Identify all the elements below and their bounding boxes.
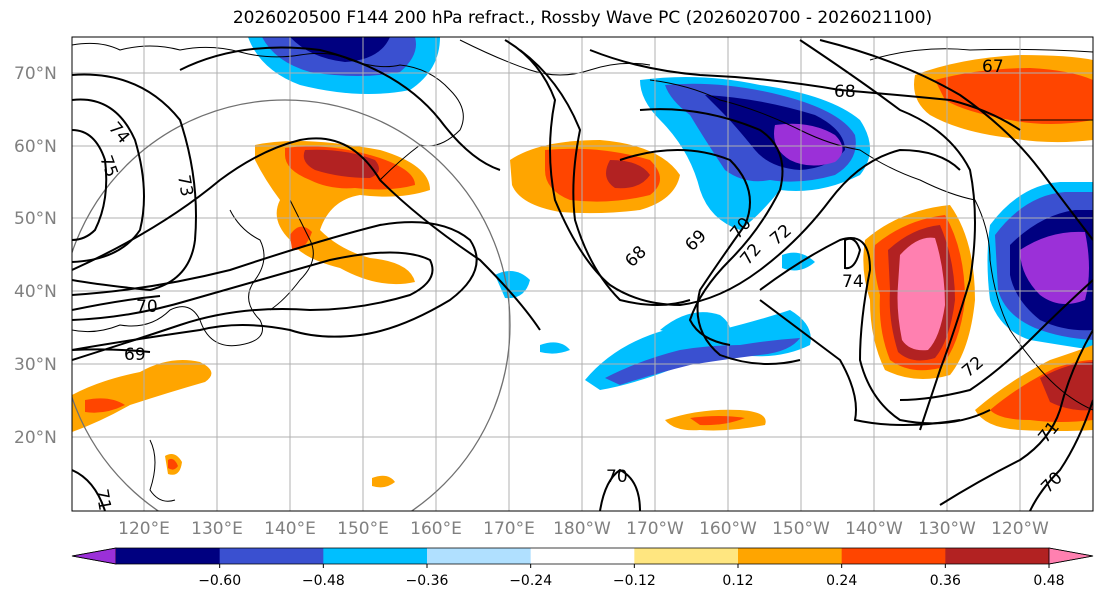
latitude-labels: 70°N 60°N 50°N 40°N 30°N 20°N: [14, 64, 57, 448]
map-layers: [72, 37, 1093, 511]
lon-label: 150°W: [772, 519, 830, 539]
map-title: 2026020500 F144 200 hPa refract., Rossby…: [232, 8, 933, 28]
colorbar-swatch: [323, 548, 428, 564]
colorbar-swatch: [841, 548, 946, 564]
colorbar-swatch: [116, 548, 221, 564]
radius-circle: [72, 99, 511, 511]
lon-label: 160°W: [699, 519, 757, 539]
lon-label: 140°E: [264, 519, 316, 539]
contour-label: 67: [982, 57, 1004, 77]
colorbar-swatch: [738, 548, 843, 564]
colorbar: −0.60 −0.48 −0.36 −0.24 −0.12 0.12 0.24 0.36 0.4…: [71, 547, 1094, 589]
lat-label: 20°N: [14, 428, 57, 448]
contour-label: 68: [834, 82, 856, 102]
lat-label: 70°N: [14, 64, 57, 84]
contour-label: 70: [606, 467, 628, 487]
colorbar-tick-label: 0.24: [826, 573, 857, 589]
lon-label: 130°E: [191, 519, 243, 539]
map-border: [71, 36, 1094, 512]
colorbar-ticks: −0.60 −0.48 −0.36 −0.24 −0.12 0.12 0.24 0.36 0.4…: [198, 564, 1065, 589]
colorbar-tick-label: 0.48: [1033, 573, 1064, 589]
contour-label: 74: [842, 272, 864, 292]
contour-label: 69: [124, 345, 146, 365]
colorbar-tick-label: −0.60: [198, 573, 241, 589]
lon-label: 130°W: [918, 519, 976, 539]
contour-label: 71: [91, 487, 114, 512]
colorbar-tick-label: −0.36: [406, 573, 449, 589]
contour-label: 70: [136, 297, 158, 317]
colorbar-swatch: [71, 547, 117, 565]
lon-label: 150°E: [337, 519, 389, 539]
colorbar-frame: [71, 547, 1094, 565]
colorbar-swatch: [427, 548, 532, 564]
colorbar-swatches: [71, 547, 1094, 565]
lon-label: 140°W: [845, 519, 903, 539]
longitude-labels: 120°E 130°E 140°E 150°E 160°E 170°E 180°…: [118, 519, 1049, 539]
colorbar-swatch: [219, 548, 324, 564]
colorbar-swatch: [530, 548, 635, 564]
colorbar-swatch: [1048, 547, 1094, 565]
lon-label: 170°E: [483, 519, 535, 539]
colorbar-tick-label: 0.12: [722, 573, 753, 589]
lat-label: 30°N: [14, 355, 57, 375]
colorbar-tick-label: −0.48: [302, 573, 345, 589]
lon-label: 120°E: [118, 519, 170, 539]
colorbar-tick-label: −0.24: [509, 573, 552, 589]
lon-label: 170°W: [626, 519, 684, 539]
lon-label: 160°E: [410, 519, 462, 539]
colorbar-swatch: [634, 548, 739, 564]
colorbar-tick-label: −0.12: [613, 573, 656, 589]
lon-label: 120°W: [991, 519, 1049, 539]
lat-label: 40°N: [14, 282, 57, 302]
colorbar-tick-label: 0.36: [930, 573, 961, 589]
contour-lines: [72, 39, 1093, 511]
lon-label: 180°W: [553, 519, 611, 539]
lat-label: 60°N: [14, 137, 57, 157]
contour-label: 73: [173, 173, 196, 198]
lat-label: 50°N: [14, 209, 57, 229]
colorbar-swatch: [945, 548, 1050, 564]
